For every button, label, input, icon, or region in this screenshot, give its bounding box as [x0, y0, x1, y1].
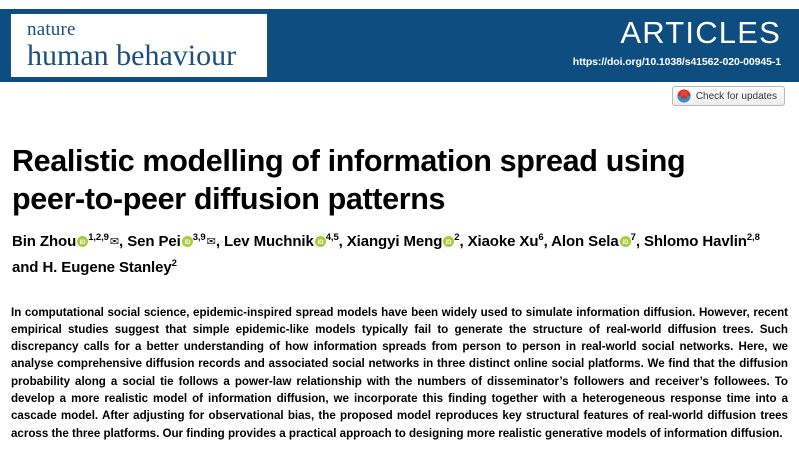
check-for-updates-button[interactable]: Check for updates [671, 86, 785, 106]
author-entry: H. Eugene Stanley2 [42, 259, 176, 276]
orcid-icon[interactable]: iD [619, 230, 631, 255]
svg-text:iD: iD [80, 240, 87, 246]
journal-masthead: nature human behaviour ARTICLES https://… [0, 9, 799, 82]
author-name: Shlomo Havlin [643, 233, 747, 250]
corresponding-author-envelope-icon[interactable]: ✉ [206, 236, 216, 248]
author-entry: Shlomo Havlin2,8 and [12, 233, 760, 276]
author-separator: , [215, 233, 224, 250]
author-entry: Bin Zhou iD 1,2,9✉, [12, 233, 127, 250]
author-separator: , [119, 233, 128, 250]
author-affiliation-marker: 3,9 [192, 232, 206, 243]
doi-link[interactable]: https://doi.org/10.1038/s41562-020-00945… [572, 56, 781, 68]
crossmark-icon [677, 89, 691, 103]
orcid-icon[interactable]: iD [443, 230, 455, 255]
author-entry: Alon Sela iD 7, [551, 233, 644, 250]
author-affiliation-marker: 2 [454, 232, 460, 243]
author-name: Bin Zhou [12, 233, 77, 250]
journal-name-human-behaviour: human behaviour [27, 39, 237, 72]
author-name: Xiaoke Xu [467, 233, 539, 250]
orcid-icon[interactable]: iD [181, 230, 193, 255]
author-separator: , [543, 233, 552, 250]
author-entry: Xiangyi Meng iD 2, [347, 233, 468, 250]
author-affiliation-marker: 2 [171, 258, 177, 269]
svg-text:iD: iD [446, 240, 453, 246]
orcid-icon[interactable]: iD [314, 230, 326, 255]
svg-text:iD: iD [317, 240, 324, 246]
check-for-updates-label: Check for updates [695, 90, 777, 102]
abstract-text: In computational social science, epidemi… [11, 305, 788, 440]
journal-name-nature: nature [27, 19, 76, 40]
author-affiliation-marker: 1,2,9 [88, 232, 109, 243]
author-separator: and [12, 259, 43, 276]
author-affiliation-marker: 4,5 [325, 232, 339, 243]
author-separator: , [338, 233, 347, 250]
svg-text:iD: iD [622, 240, 629, 246]
corresponding-author-envelope-icon[interactable]: ✉ [109, 236, 120, 248]
author-name: Alon Sela [551, 233, 619, 250]
author-affiliation-marker: 6 [538, 232, 544, 243]
page-title: Realistic modelling of information sprea… [12, 142, 712, 218]
author-name: Lev Muchnik [223, 233, 314, 250]
title-line-2: peer-to-peer diffusion patterns [12, 182, 446, 217]
author-affiliation-marker: 7 [630, 232, 636, 243]
author-affiliation-marker: 2,8 [746, 232, 760, 243]
journal-logo: nature human behaviour [10, 13, 268, 78]
author-name: H. Eugene Stanley [42, 259, 172, 276]
author-separator: , [635, 233, 644, 250]
author-entry: Lev Muchnik iD 4,5, [224, 233, 347, 250]
title-line-1: Realistic modelling of information sprea… [12, 144, 686, 179]
section-label: ARTICLES [620, 15, 781, 50]
journal-logo-text: nature human behaviour [27, 20, 236, 71]
author-list: Bin Zhou iD 1,2,9✉, Sen Pei iD 3,9✉, Lev Muc… [12, 229, 787, 280]
svg-text:iD: iD [184, 240, 191, 246]
author-name: Sen Pei [127, 233, 181, 250]
orcid-icon[interactable]: iD [77, 230, 89, 255]
author-separator: , [459, 233, 468, 250]
author-name: Xiangyi Meng [346, 233, 443, 250]
author-entry: Xiaoke Xu6, [468, 233, 552, 250]
author-entry: Sen Pei iD 3,9✉, [127, 233, 224, 250]
